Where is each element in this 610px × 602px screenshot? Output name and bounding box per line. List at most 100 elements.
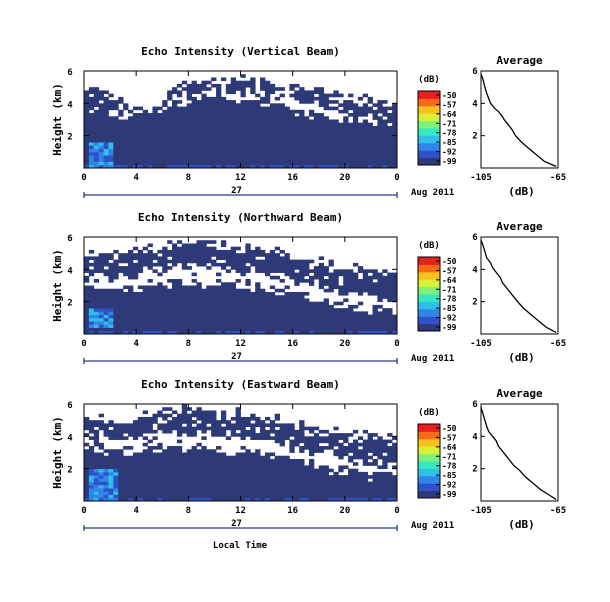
heatmap-cell: [343, 475, 349, 479]
heatmap-cell: [152, 311, 158, 315]
heatmap-cell: [123, 311, 129, 315]
heatmap-cell: [313, 439, 320, 444]
heatmap-cell: [323, 484, 329, 489]
heatmap-cell: [98, 109, 104, 114]
heatmap-cell: [167, 148, 173, 153]
heatmap-cell: [216, 279, 222, 283]
heatmap-cell: [284, 426, 290, 431]
heatmap-cell: [113, 423, 119, 428]
heatmap-cell: [235, 269, 241, 273]
heatmap-cell: [167, 314, 173, 319]
heatmap-cell: [84, 478, 90, 482]
heatmap-cell: [152, 298, 158, 303]
colorbar-frame: [417, 256, 441, 332]
heatmap-cell: [235, 416, 241, 421]
heatmap-cell: [211, 449, 217, 453]
heatmap-cell: [328, 164, 334, 169]
heatmap-cell: [147, 262, 153, 267]
heatmap-cell: [98, 471, 104, 476]
heatmap-cell: [211, 314, 217, 319]
heatmap-cell: [162, 455, 168, 460]
heatmap-cell: [103, 119, 109, 124]
colorbar-swatch: [418, 323, 440, 332]
heatmap-cell: [93, 164, 100, 169]
heatmap-cell: [255, 455, 261, 460]
heatmap-cell: [323, 298, 329, 303]
heatmap-cell: [167, 426, 173, 431]
heatmap-cell: [216, 471, 222, 476]
heatmap-cell: [235, 291, 241, 296]
colorbar-swatch: [418, 453, 440, 462]
heatmap-cell: [84, 122, 90, 127]
heatmap-cell: [181, 475, 188, 479]
heatmap-cell: [230, 138, 237, 143]
heatmap-cell: [318, 321, 325, 325]
heatmap-cell: [289, 317, 295, 322]
heatmap-cell: [230, 145, 237, 149]
heatmap-cell: [299, 458, 305, 463]
heatmap-cell: [274, 314, 281, 319]
heatmap-cell: [250, 122, 256, 127]
heatmap-cell: [235, 455, 241, 460]
heatmap-cell: [372, 275, 378, 280]
heatmap-cell: [225, 327, 232, 332]
heatmap-cell: [289, 83, 295, 88]
heatmap-cell: [279, 433, 285, 437]
heatmap-cell: [206, 327, 212, 332]
heatmap-cell: [162, 327, 168, 332]
heatmap-cell: [308, 259, 315, 264]
y-tick-label: 6: [67, 68, 72, 78]
heatmap-cell: [308, 308, 315, 312]
heatmap-cell: [191, 249, 197, 254]
heatmap-cell: [167, 138, 173, 143]
heatmap-cell: [157, 327, 163, 332]
heatmap-cell: [132, 452, 139, 457]
heatmap-cell: [118, 436, 124, 440]
heatmap-cell: [382, 458, 388, 463]
heatmap-cell: [118, 452, 124, 457]
heatmap-cell: [98, 317, 104, 322]
heatmap-cell: [377, 135, 383, 140]
heatmap-cell: [108, 458, 114, 463]
heatmap-cell: [172, 119, 178, 124]
heatmap-cell: [387, 145, 393, 149]
heatmap-cell: [220, 488, 227, 492]
heatmap-cell: [181, 471, 188, 476]
heatmap-cell: [240, 436, 246, 440]
heatmap-cell: [191, 462, 197, 466]
heatmap-cell: [318, 497, 325, 502]
heatmap-cell: [137, 151, 144, 156]
heatmap-cell: [167, 491, 173, 495]
heatmap-cell: [348, 122, 354, 127]
heatmap-cell: [279, 119, 285, 124]
heatmap-cell: [220, 240, 227, 244]
heatmap-cell: [186, 249, 192, 254]
heatmap-cell: [392, 449, 398, 453]
heatmap-cell: [196, 324, 202, 328]
heatmap-cell: [216, 304, 222, 309]
heatmap-cell: [260, 317, 266, 322]
heatmap-cell: [147, 155, 153, 159]
heatmap-cell: [147, 478, 153, 482]
heatmap-cell: [338, 455, 344, 460]
heatmap-cell: [250, 129, 256, 133]
heatmap-cell: [308, 484, 315, 489]
y-axis-ticks: 246: [67, 68, 397, 143]
heatmap-cell: [299, 272, 305, 277]
heatmap-cell: [152, 285, 158, 290]
heatmap-cell: [308, 471, 315, 476]
heatmap-cell: [181, 481, 188, 486]
heatmap-cell: [372, 330, 378, 335]
heatmap-cell: [196, 285, 202, 290]
heatmap-cell: [313, 327, 320, 332]
heatmap-cell: [299, 420, 305, 424]
heatmap-cell: [357, 148, 364, 153]
heatmap-cell: [220, 452, 227, 457]
heatmap-cell: [123, 429, 129, 434]
heatmap-cell: [274, 324, 281, 328]
heatmap-cell: [294, 90, 300, 95]
profile-x-tick-label: -105: [470, 173, 492, 183]
heatmap-cell: [230, 259, 237, 264]
heatmap-cell: [220, 478, 227, 482]
heatmap-cell: [191, 465, 197, 470]
